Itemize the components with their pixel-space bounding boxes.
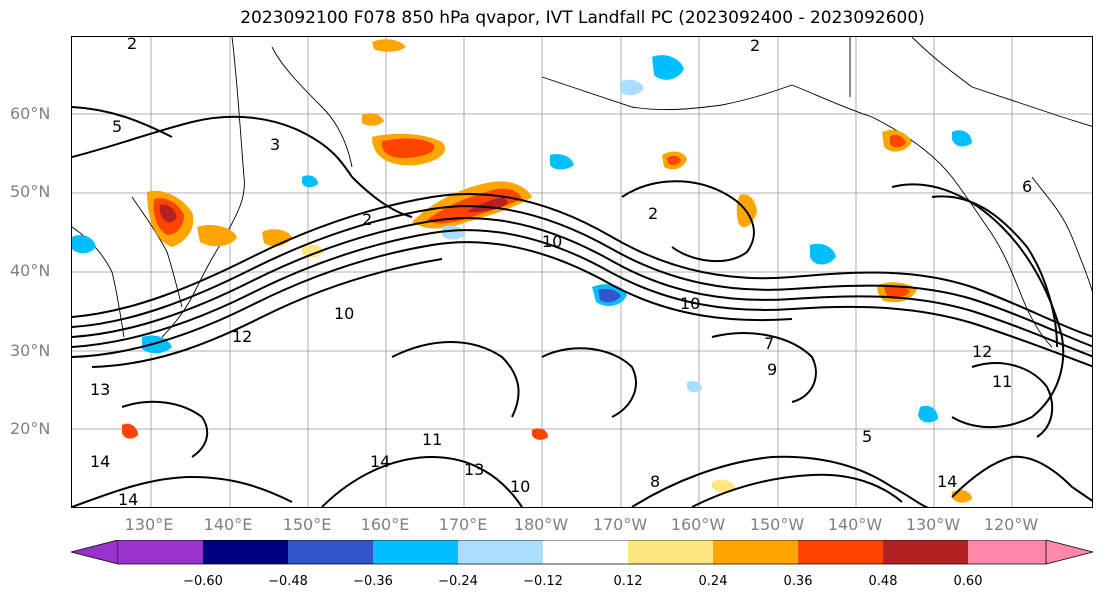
colorbar-tick: −0.60 xyxy=(183,574,223,589)
colorbar-tick: 0.36 xyxy=(783,574,813,589)
colorbar-bin xyxy=(373,540,458,564)
colorbar-bin xyxy=(968,540,1046,564)
lat-label-30n: 30°N xyxy=(10,341,51,360)
colorbar-bin xyxy=(458,540,543,564)
map-canvas: 2 2 5 3 2 2 10 10 10 12 13 14 14 14 13 1… xyxy=(72,37,1092,508)
lat-label-50n: 50°N xyxy=(10,182,51,201)
contour-label: 6 xyxy=(1022,177,1032,196)
ivt-contours xyxy=(72,106,1092,507)
contour-label: 3 xyxy=(270,135,280,154)
contour-label: 14 xyxy=(937,472,957,491)
contour-label: 14 xyxy=(118,490,138,508)
colorbar-tick: 0.60 xyxy=(953,574,983,589)
contour-label: 9 xyxy=(767,360,777,379)
colorbar-extend-low xyxy=(70,540,119,565)
contour-label: 11 xyxy=(992,372,1012,391)
contour-label: 14 xyxy=(90,452,110,471)
lon-label-130e: 130°E xyxy=(124,515,174,534)
contour-label: 11 xyxy=(422,430,442,449)
contour-label: 2 xyxy=(127,37,137,53)
contour-label: 10 xyxy=(510,477,530,496)
colorbar-bin xyxy=(203,540,288,564)
lon-label-160e: 160°E xyxy=(360,515,410,534)
contour-label: 5 xyxy=(112,117,122,136)
colorbar-tick: −0.12 xyxy=(523,574,563,589)
colorbar-bin xyxy=(628,540,713,564)
contour-label: 10 xyxy=(542,232,562,251)
contour-label: 13 xyxy=(90,380,110,399)
contour-label: 10 xyxy=(680,294,700,313)
contour-label: 13 xyxy=(464,460,484,479)
lon-label-170w: 170°W xyxy=(592,515,648,534)
lat-label-40n: 40°N xyxy=(10,261,51,280)
colorbar-tick: −0.24 xyxy=(438,574,478,589)
contour-label: 2 xyxy=(362,210,372,229)
colorbar-bin xyxy=(713,540,798,564)
coastlines xyxy=(72,37,1092,348)
negative-shading xyxy=(72,55,972,423)
contour-label: 14 xyxy=(370,452,390,471)
colorbar-tick: 0.12 xyxy=(613,574,643,589)
lon-label-170e: 170°E xyxy=(438,515,488,534)
colorbar-tick: −0.48 xyxy=(268,574,308,589)
map-title: 2023092100 F078 850 hPa qvapor, IVT Land… xyxy=(240,8,925,28)
graticule xyxy=(72,37,1092,507)
lon-label-160w: 160°W xyxy=(670,515,726,534)
contour-label: 5 xyxy=(862,427,872,446)
contour-label: 10 xyxy=(334,304,354,323)
colorbar-tick: 0.48 xyxy=(868,574,898,589)
lon-label-120w: 120°W xyxy=(983,515,1039,534)
colorbar-bin xyxy=(883,540,968,564)
lon-label-150e: 150°E xyxy=(282,515,332,534)
colorbar-extend-high xyxy=(1045,540,1094,565)
contour-label: 2 xyxy=(750,37,760,55)
contour-label: 12 xyxy=(972,342,992,361)
contour-label: 2 xyxy=(648,204,658,223)
lon-label-180w: 180°W xyxy=(513,515,569,534)
map-panel: 2 2 5 3 2 2 10 10 10 12 13 14 14 14 13 1… xyxy=(71,36,1093,508)
contour-labels: 2 2 5 3 2 2 10 10 10 12 13 14 14 14 13 1… xyxy=(90,37,1032,508)
colorbar xyxy=(70,540,1094,565)
colorbar-bin xyxy=(118,540,203,564)
contour-label: 12 xyxy=(232,327,252,346)
lon-label-140e: 140°E xyxy=(203,515,253,534)
lon-label-140w: 140°W xyxy=(827,515,883,534)
lat-label-20n: 20°N xyxy=(10,419,51,438)
colorbar-bin xyxy=(288,540,373,564)
colorbar-bin xyxy=(798,540,883,564)
lon-label-150w: 150°W xyxy=(749,515,805,534)
contour-label: 8 xyxy=(650,472,660,491)
colorbar-bin xyxy=(543,540,628,564)
lat-label-60n: 60°N xyxy=(10,104,51,123)
colorbar-tick: 0.24 xyxy=(698,574,728,589)
colorbar-tick: −0.36 xyxy=(353,574,393,589)
contour-label: 7 xyxy=(764,334,774,353)
lon-label-130w: 130°W xyxy=(905,515,961,534)
